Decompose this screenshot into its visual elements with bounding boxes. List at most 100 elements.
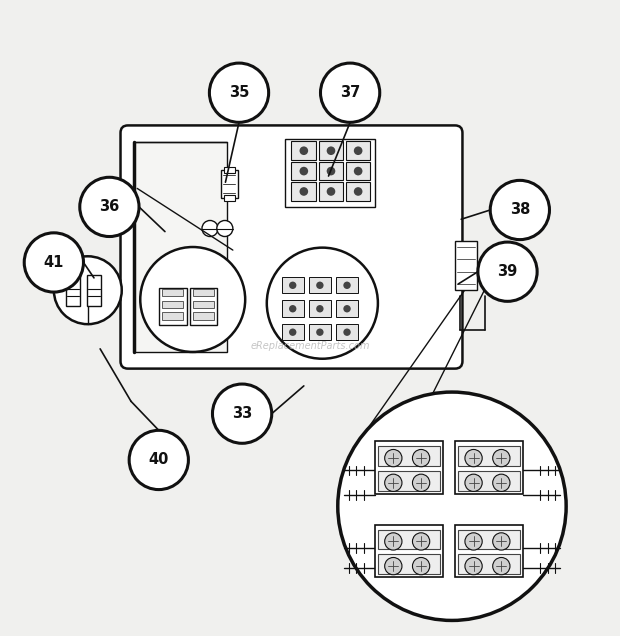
Bar: [336, 300, 358, 317]
Circle shape: [465, 450, 482, 467]
Circle shape: [202, 221, 218, 237]
Circle shape: [465, 533, 482, 550]
Bar: [224, 195, 235, 201]
Bar: [458, 446, 520, 466]
Bar: [319, 162, 343, 181]
Circle shape: [316, 328, 324, 336]
Bar: [378, 530, 440, 550]
Bar: [193, 312, 215, 320]
Bar: [193, 301, 215, 308]
Bar: [378, 555, 440, 574]
Circle shape: [129, 431, 188, 490]
Circle shape: [384, 474, 402, 492]
Text: 38: 38: [510, 202, 530, 218]
Bar: [309, 277, 331, 293]
Circle shape: [338, 392, 566, 621]
Circle shape: [384, 450, 402, 467]
Circle shape: [493, 558, 510, 575]
Circle shape: [213, 384, 272, 443]
Circle shape: [289, 305, 296, 312]
Circle shape: [465, 558, 482, 575]
Bar: [159, 288, 187, 326]
Circle shape: [493, 533, 510, 550]
Circle shape: [267, 247, 378, 359]
Circle shape: [412, 558, 430, 575]
Text: 36: 36: [99, 200, 120, 214]
Bar: [291, 162, 316, 181]
Circle shape: [343, 328, 351, 336]
Circle shape: [217, 221, 233, 237]
Bar: [378, 471, 440, 491]
Bar: [291, 182, 316, 201]
Bar: [455, 441, 523, 494]
Circle shape: [384, 558, 402, 575]
Bar: [336, 324, 358, 340]
Bar: [162, 289, 184, 296]
Bar: [162, 301, 184, 308]
Circle shape: [493, 450, 510, 467]
Text: 35: 35: [229, 85, 249, 100]
Bar: [291, 141, 316, 160]
Circle shape: [493, 474, 510, 492]
Circle shape: [289, 328, 296, 336]
Bar: [375, 441, 443, 494]
Bar: [378, 446, 440, 466]
Bar: [319, 141, 343, 160]
Bar: [190, 288, 218, 326]
Circle shape: [354, 187, 363, 196]
Bar: [319, 182, 343, 201]
Circle shape: [54, 256, 122, 324]
Text: 37: 37: [340, 85, 360, 100]
Circle shape: [412, 450, 430, 467]
Circle shape: [354, 146, 363, 155]
Circle shape: [80, 177, 139, 237]
Circle shape: [316, 282, 324, 289]
Bar: [309, 300, 331, 317]
FancyBboxPatch shape: [120, 125, 463, 369]
Bar: [66, 275, 80, 306]
Circle shape: [465, 474, 482, 492]
Circle shape: [478, 242, 537, 301]
Circle shape: [327, 187, 335, 196]
Circle shape: [327, 146, 335, 155]
Bar: [134, 142, 227, 352]
Circle shape: [327, 167, 335, 176]
Circle shape: [354, 167, 363, 176]
Circle shape: [289, 282, 296, 289]
Circle shape: [321, 63, 379, 122]
Text: 40: 40: [149, 452, 169, 467]
Bar: [224, 167, 235, 173]
Bar: [281, 300, 304, 317]
Circle shape: [384, 533, 402, 550]
Bar: [458, 530, 520, 550]
Circle shape: [343, 305, 351, 312]
Circle shape: [316, 305, 324, 312]
Bar: [87, 275, 101, 306]
Text: eReplacementParts.com: eReplacementParts.com: [250, 341, 370, 351]
Bar: [221, 170, 238, 198]
Bar: [346, 141, 371, 160]
Text: 33: 33: [232, 406, 252, 421]
Bar: [346, 182, 371, 201]
Circle shape: [299, 187, 308, 196]
Bar: [458, 555, 520, 574]
Bar: [375, 525, 443, 577]
Bar: [346, 162, 371, 181]
Text: 41: 41: [43, 255, 64, 270]
Text: 39: 39: [497, 264, 518, 279]
Circle shape: [412, 533, 430, 550]
Circle shape: [24, 233, 84, 292]
Circle shape: [343, 282, 351, 289]
Bar: [336, 277, 358, 293]
Bar: [455, 241, 477, 290]
Circle shape: [490, 181, 549, 240]
Circle shape: [412, 474, 430, 492]
Circle shape: [140, 247, 245, 352]
Bar: [281, 324, 304, 340]
Circle shape: [299, 146, 308, 155]
Bar: [285, 139, 375, 207]
Circle shape: [210, 63, 268, 122]
Bar: [193, 289, 215, 296]
Bar: [309, 324, 331, 340]
Bar: [162, 312, 184, 320]
